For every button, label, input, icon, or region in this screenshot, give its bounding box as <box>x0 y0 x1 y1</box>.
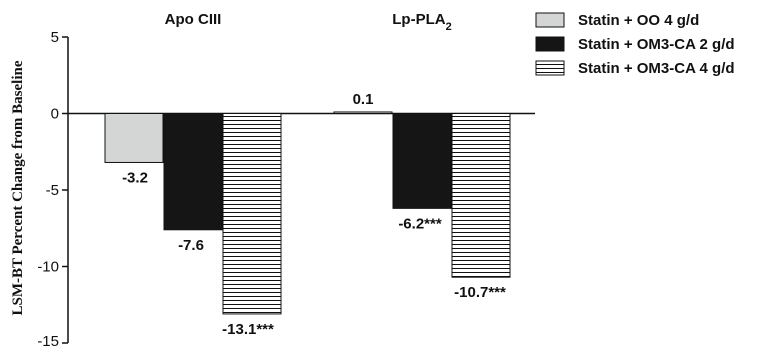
data-labels: -3.2 -7.6 -13.1*** 0.1 -6.2*** -10.7*** <box>122 91 506 338</box>
data-label: -6.2*** <box>398 215 442 232</box>
legend-swatch <box>535 12 565 28</box>
bars <box>104 111 511 315</box>
y-tick-label: -15 <box>37 333 59 346</box>
y-axis-label: LSM-BT Percent Change from Baseline <box>10 60 26 315</box>
data-label: -3.2 <box>122 169 148 186</box>
bar <box>333 111 393 115</box>
legend-label: Statin + OM3-CA 4 g/d <box>578 60 735 77</box>
legend: Statin + OO 4 g/d Statin + OM3-CA 2 g/d St… <box>535 12 735 77</box>
legend-label: Statin + OM3-CA 2 g/d <box>578 36 735 53</box>
data-label: -10.7*** <box>454 284 506 301</box>
y-tick-label: -10 <box>37 259 59 276</box>
data-label: 0.1 <box>353 91 374 108</box>
y-tick-label: 5 <box>51 29 59 46</box>
category-label: Lp-PLA2 <box>392 11 451 33</box>
legend-swatch <box>535 60 565 76</box>
bar <box>163 113 223 231</box>
legend-label: Statin + OO 4 g/d <box>578 12 699 29</box>
category-label: Apo CIII <box>165 11 222 28</box>
bar <box>451 113 511 278</box>
y-tick-label: 0 <box>51 106 59 123</box>
bar <box>222 113 282 315</box>
bar <box>392 113 452 209</box>
legend-swatch <box>535 36 565 52</box>
data-label: -7.6 <box>178 237 204 254</box>
y-tick-label: -5 <box>46 182 59 199</box>
data-label: -13.1*** <box>222 321 274 338</box>
bar <box>104 113 164 163</box>
